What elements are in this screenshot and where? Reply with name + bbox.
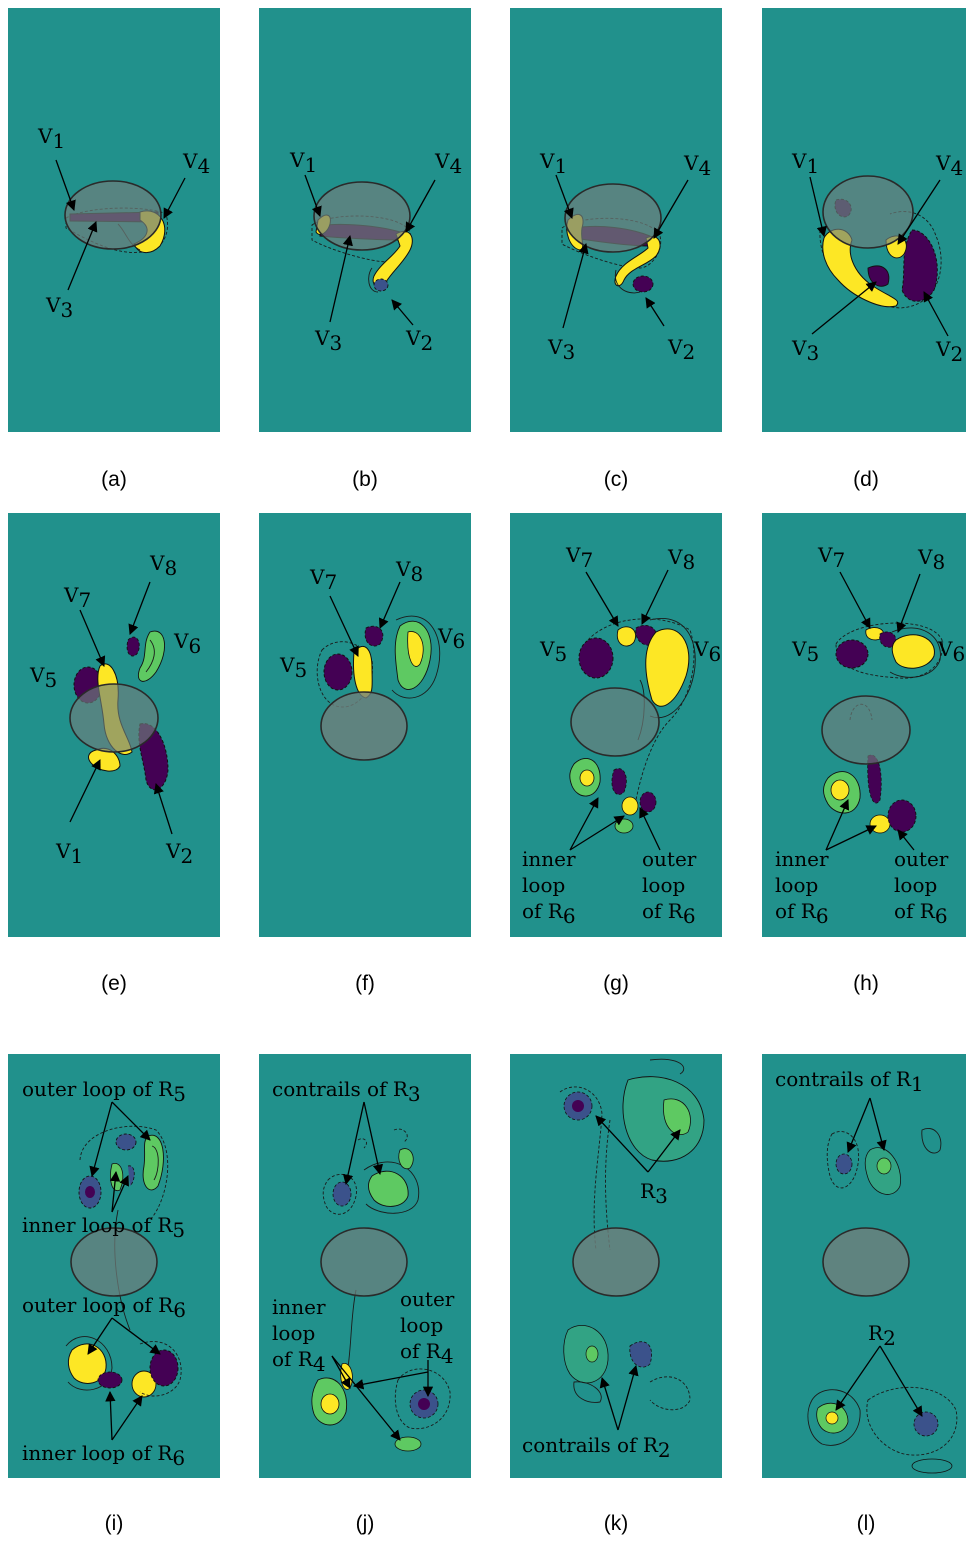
label-v3: V3 (791, 336, 819, 365)
body-ellipse (572, 1227, 660, 1297)
label-v7: V7 (63, 583, 91, 612)
body-ellipse (320, 1227, 408, 1297)
body-ellipse (69, 683, 159, 753)
label-v6: V6 (937, 637, 965, 666)
text-outer: outer (894, 847, 949, 871)
caption-l: (l) (857, 1512, 876, 1535)
label-v7: V7 (565, 543, 593, 572)
text-outer-loop-r6: outer loop of R6 (22, 1293, 186, 1322)
body-ellipse (313, 181, 411, 251)
caption-g: (g) (603, 972, 629, 995)
label-v2: V2 (935, 337, 963, 366)
caption-k: (k) (604, 1512, 629, 1535)
body-ellipse (70, 1227, 158, 1297)
label-v1: V1 (539, 149, 567, 178)
label-v8: V8 (395, 557, 423, 586)
text-inner-loop-r5: inner loop of R5 (22, 1213, 185, 1242)
caption-i: (i) (105, 1512, 124, 1535)
text-r3: R3 (640, 1179, 668, 1208)
label-v5: V5 (539, 637, 567, 666)
label-v7: V7 (817, 543, 845, 572)
label-v1: V1 (55, 839, 83, 868)
panel-g: V7 V8 V5 V6 inner loop of R6 outer loop … (510, 513, 722, 937)
label-v4: V4 (935, 151, 963, 180)
label-v6: V6 (173, 629, 201, 658)
text-outer: outer (642, 847, 697, 871)
caption-h: (h) (853, 972, 879, 995)
caption-d: (d) (853, 468, 879, 491)
panel-a: V1 V4 V3 (8, 8, 220, 432)
label-v5: V5 (791, 637, 819, 666)
body-ellipse (822, 1227, 910, 1297)
text-contrails-r1: contrails of R1 (775, 1067, 924, 1096)
text-of-r6: of R6 (642, 899, 696, 928)
label-v4: V4 (683, 151, 711, 180)
label-v1: V1 (289, 148, 317, 177)
label-v8: V8 (667, 545, 695, 574)
caption-c: (c) (604, 468, 629, 491)
panel-h: V7 V8 V5 V6 inner loop of R6 outer loop … (762, 513, 966, 937)
text-inner-loop-r6: inner loop of R6 (22, 1441, 185, 1470)
text-inner: inner (272, 1295, 326, 1319)
panel-l: contrails of R1 R2 (762, 1054, 966, 1478)
panel-b: V1 V4 V3 V2 (259, 8, 471, 432)
label-v1: V1 (791, 149, 819, 178)
text-r2: R2 (868, 1321, 896, 1350)
body-ellipse (564, 183, 662, 253)
text-inner: inner (775, 847, 829, 871)
text-contrails-r3: contrails of R3 (272, 1077, 421, 1106)
label-v6: V6 (437, 624, 465, 653)
label-v2: V2 (405, 326, 433, 355)
label-v8: V8 (149, 551, 177, 580)
label-v1: V1 (37, 124, 65, 153)
label-v3: V3 (314, 326, 342, 355)
caption-j: (j) (356, 1512, 375, 1535)
caption-e: (e) (101, 972, 127, 995)
body-ellipse (320, 691, 408, 761)
text-loop: loop (400, 1313, 443, 1337)
label-v4: V4 (434, 149, 462, 178)
label-v4: V4 (182, 149, 210, 178)
body-ellipse (64, 180, 162, 250)
text-loop: loop (894, 873, 937, 897)
panel-e: V8 V7 V6 V5 V1 V2 (8, 513, 220, 937)
text-loop: loop (775, 873, 818, 897)
label-v2: V2 (165, 839, 193, 868)
panel-i: outer loop of R5 inner loop of R5 outer … (8, 1054, 220, 1478)
label-v2: V2 (667, 335, 695, 364)
label-v3: V3 (45, 293, 73, 322)
body-ellipse (822, 175, 914, 249)
caption-b: (b) (352, 468, 378, 491)
panel-d: V1 V4 V3 V2 (762, 8, 966, 432)
text-outer-loop-r5: outer loop of R5 (22, 1077, 186, 1106)
caption-f: (f) (355, 972, 375, 995)
text-loop: loop (642, 873, 685, 897)
text-of-r4: of R4 (400, 1339, 454, 1368)
body-ellipse (570, 687, 660, 757)
label-v5: V5 (279, 653, 307, 682)
panel-k: R3 contrails of R2 (510, 1054, 722, 1478)
panel-j: contrails of R3 inner loop of R4 outer l… (259, 1054, 471, 1478)
text-outer: outer (400, 1287, 455, 1311)
text-of-r6: of R6 (522, 899, 576, 928)
panel-f: V7 V8 V6 V5 (259, 513, 471, 937)
label-v5: V5 (29, 663, 57, 692)
text-of-r4: of R4 (272, 1347, 326, 1376)
label-v8: V8 (917, 545, 945, 574)
text-of-r6: of R6 (894, 899, 948, 928)
panel-c: V1 V4 V3 V2 (510, 8, 722, 432)
body-ellipse (821, 695, 911, 765)
label-v6: V6 (693, 637, 721, 666)
text-loop: loop (272, 1321, 315, 1345)
text-contrails-r2: contrails of R2 (522, 1433, 671, 1462)
label-v7: V7 (309, 565, 337, 594)
caption-a: (a) (101, 468, 127, 491)
text-loop: loop (522, 873, 565, 897)
label-v3: V3 (547, 335, 575, 364)
text-of-r6: of R6 (775, 899, 829, 928)
text-inner: inner (522, 847, 576, 871)
